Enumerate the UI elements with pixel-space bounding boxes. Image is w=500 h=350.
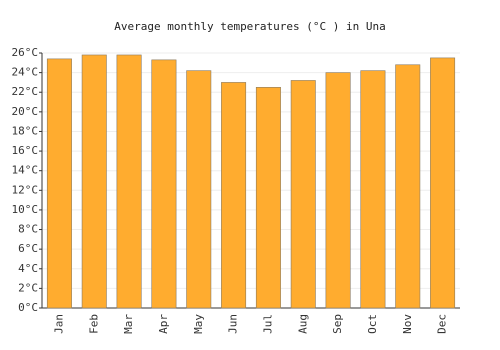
bar <box>430 57 456 309</box>
y-tick-label: 0°C <box>18 301 38 314</box>
x-tick-label: May <box>192 314 205 334</box>
y-tick-label: 16°C <box>12 144 39 157</box>
x-tick-label: Oct <box>366 314 379 334</box>
bar <box>46 58 72 309</box>
bar <box>186 70 212 309</box>
x-tick-label: Mar <box>122 314 135 334</box>
x-tick-label: Jul <box>261 314 274 334</box>
bar <box>290 80 316 309</box>
x-tick-label: Jun <box>227 314 240 334</box>
y-tick-label: 18°C <box>12 124 39 137</box>
y-tick-label: 4°C <box>18 262 38 275</box>
bar <box>221 82 247 309</box>
y-tick-label: 24°C <box>12 66 39 79</box>
x-tick-label: Nov <box>401 314 414 334</box>
bar <box>116 54 142 309</box>
y-tick-label: 22°C <box>12 85 39 98</box>
x-tick-label: Apr <box>157 314 170 334</box>
y-tick-label: 8°C <box>18 223 38 236</box>
y-tick-label: 10°C <box>12 203 39 216</box>
bar <box>81 54 107 309</box>
x-tick-label: Dec <box>436 314 449 334</box>
x-tick-label: Jan <box>52 314 65 334</box>
y-tick-label: 12°C <box>12 183 39 196</box>
bar <box>395 64 421 309</box>
x-tick-label: Aug <box>296 314 309 334</box>
y-tick-label: 20°C <box>12 105 39 118</box>
y-tick-label: 6°C <box>18 242 38 255</box>
bar <box>325 72 351 309</box>
y-tick-label: 2°C <box>18 281 38 294</box>
y-tick-label: 26°C <box>12 46 39 59</box>
bar <box>360 70 386 309</box>
chart-title: Average monthly temperatures (°C ) in Un… <box>114 20 386 33</box>
y-tick-label: 14°C <box>12 164 39 177</box>
bar <box>151 59 177 309</box>
x-tick-label: Sep <box>331 314 344 334</box>
x-tick-label: Feb <box>87 314 100 334</box>
bar <box>255 87 281 309</box>
